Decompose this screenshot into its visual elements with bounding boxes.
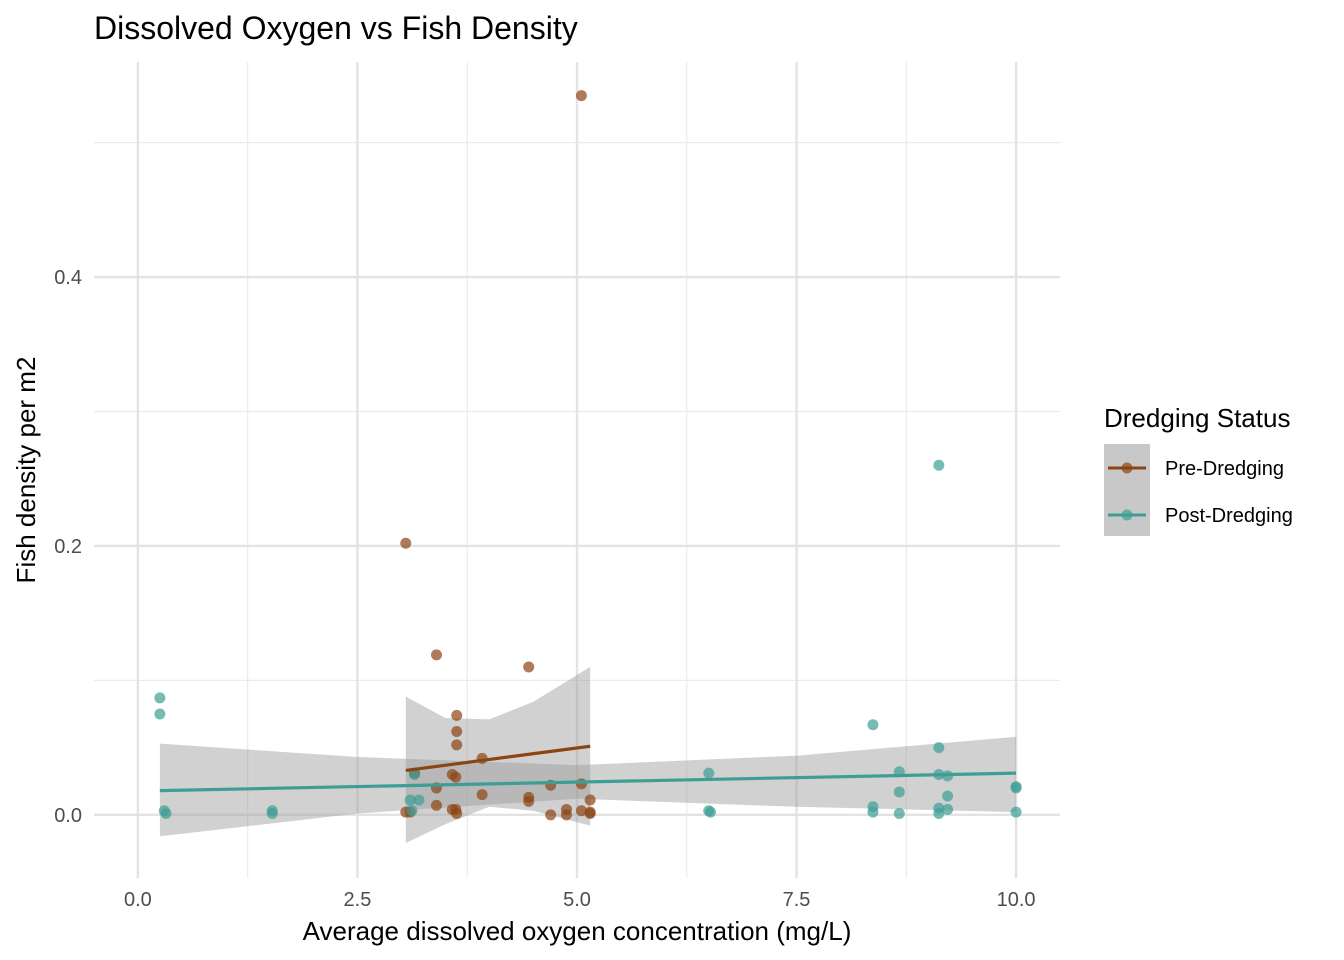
legend-items: Pre-Dredging Post-Dredging — [1104, 444, 1293, 536]
y-axis-title: Fish density per m2 — [11, 357, 41, 584]
legend-key-point — [1121, 462, 1133, 474]
data-point — [523, 661, 535, 673]
data-point — [451, 725, 463, 737]
data-point — [933, 742, 945, 754]
data-point — [400, 537, 412, 549]
data-point — [867, 719, 879, 731]
legend-key-background — [1104, 444, 1150, 536]
data-point — [575, 90, 587, 102]
data-points — [154, 90, 1022, 821]
data-point — [430, 799, 442, 811]
data-point — [266, 807, 278, 819]
legend: Dredging Status Pre-Dredging Post-Dredgin… — [1104, 403, 1293, 536]
data-point — [584, 807, 596, 819]
data-point — [430, 649, 442, 661]
data-point — [703, 767, 715, 779]
confidence-ribbons — [159, 666, 1017, 843]
confidence-band — [405, 666, 591, 843]
trend-lines — [159, 744, 1017, 793]
data-point — [933, 459, 945, 471]
x-axis-title: Average dissolved oxygen concentration (… — [303, 916, 852, 946]
x-tick-label: 2.5 — [344, 889, 372, 911]
data-point — [413, 794, 425, 806]
data-point — [893, 807, 905, 819]
y-axis-ticks: 0.0 0.2 0.4 — [54, 267, 82, 827]
data-point — [523, 795, 535, 807]
data-point — [451, 807, 463, 819]
y-tick-label: 0.4 — [54, 267, 82, 289]
data-point — [1010, 806, 1022, 818]
data-point — [575, 778, 587, 790]
x-axis-ticks: 0.0 2.5 5.0 7.5 10.0 — [124, 889, 1036, 911]
legend-key-point — [1121, 509, 1133, 521]
data-point — [406, 805, 418, 817]
data-point — [409, 768, 421, 780]
data-point — [867, 806, 879, 818]
x-tick-label: 5.0 — [563, 889, 591, 911]
data-point — [933, 807, 945, 819]
x-tick-label: 10.0 — [997, 889, 1036, 911]
data-point — [451, 739, 463, 751]
trend-line — [405, 744, 591, 773]
y-tick-label: 0.0 — [54, 805, 82, 827]
data-point — [476, 789, 488, 801]
data-point — [1010, 782, 1022, 794]
data-point — [451, 709, 463, 721]
legend-label: Post-Dredging — [1165, 505, 1293, 527]
data-point — [584, 794, 596, 806]
legend-title: Dredging Status — [1104, 403, 1290, 433]
data-point — [154, 692, 166, 704]
data-point — [942, 790, 954, 802]
data-point — [942, 803, 954, 815]
data-point — [575, 805, 587, 817]
chart-title: Dissolved Oxygen vs Fish Density — [94, 10, 578, 46]
y-tick-label: 0.2 — [54, 536, 82, 558]
data-point — [160, 807, 172, 819]
data-point — [450, 771, 462, 783]
data-point — [545, 809, 557, 821]
data-point — [404, 794, 416, 806]
data-point — [704, 806, 716, 818]
confidence-band — [159, 736, 1017, 837]
x-tick-label: 0.0 — [124, 889, 152, 911]
trend-line — [159, 771, 1017, 793]
x-tick-label: 7.5 — [783, 889, 811, 911]
data-point — [893, 786, 905, 798]
data-point — [154, 708, 166, 720]
data-point — [560, 809, 572, 821]
legend-label: Pre-Dredging — [1165, 458, 1284, 480]
